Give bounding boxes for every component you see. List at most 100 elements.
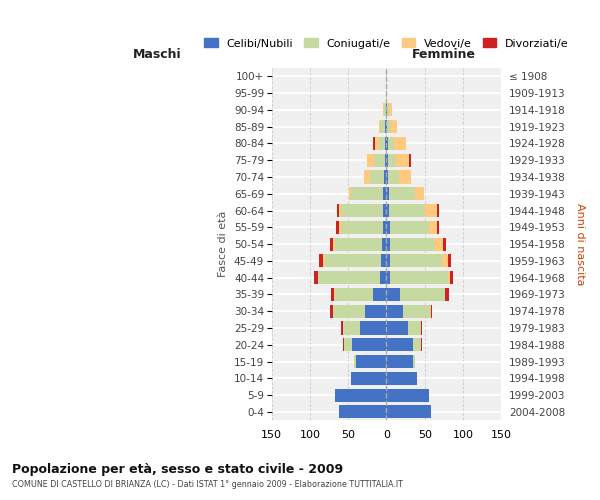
Bar (389, 204, 425, 217)
Bar (349, 187, 352, 200)
Bar (386, 238, 389, 250)
Bar (341, 221, 383, 234)
Bar (389, 221, 430, 234)
Bar (399, 170, 411, 183)
Bar (337, 204, 339, 217)
Bar (386, 86, 387, 100)
Bar (445, 288, 449, 301)
Bar (408, 322, 421, 334)
Bar (381, 254, 386, 268)
Bar (386, 254, 391, 268)
Bar (389, 104, 392, 117)
Bar (403, 304, 430, 318)
Bar (413, 338, 421, 351)
Legend: Celibi/Nubili, Coniugati/e, Vedovi/e, Divorziati/e: Celibi/Nubili, Coniugati/e, Vedovi/e, Di… (205, 38, 569, 48)
Bar (379, 137, 385, 150)
Bar (384, 104, 386, 117)
Bar (391, 120, 397, 133)
Bar (380, 120, 385, 133)
Bar (319, 254, 323, 268)
Bar (430, 221, 437, 234)
Bar (383, 104, 384, 117)
Bar (386, 304, 403, 318)
Bar (386, 338, 413, 351)
Bar (388, 137, 394, 150)
Bar (430, 304, 431, 318)
Text: Popolazione per età, sesso e stato civile - 2009: Popolazione per età, sesso e stato civil… (12, 462, 343, 475)
Bar (341, 204, 383, 217)
Bar (385, 137, 386, 150)
Bar (421, 338, 422, 351)
Bar (335, 238, 382, 250)
Bar (330, 238, 333, 250)
Bar (375, 137, 379, 150)
Bar (382, 238, 386, 250)
Bar (395, 154, 409, 167)
Bar (383, 204, 386, 217)
Bar (330, 304, 333, 318)
Bar (374, 154, 385, 167)
Bar (325, 254, 381, 268)
Bar (333, 304, 365, 318)
Bar (339, 406, 386, 418)
Bar (343, 338, 344, 351)
Bar (334, 288, 335, 301)
Bar (386, 137, 388, 150)
Bar (386, 104, 387, 117)
Bar (355, 355, 356, 368)
Bar (409, 154, 411, 167)
Bar (443, 238, 446, 250)
Bar (448, 254, 451, 268)
Bar (394, 137, 406, 150)
Bar (317, 271, 319, 284)
Bar (356, 355, 386, 368)
Bar (386, 322, 408, 334)
Bar (386, 355, 413, 368)
Bar (388, 170, 399, 183)
Bar (415, 187, 424, 200)
Text: Maschi: Maschi (133, 48, 181, 61)
Bar (389, 187, 415, 200)
Bar (335, 388, 386, 402)
Bar (352, 338, 386, 351)
Y-axis label: Anni di nascita: Anni di nascita (575, 203, 585, 285)
Bar (367, 154, 374, 167)
Bar (421, 322, 422, 334)
Text: COMUNE DI CASTELLO DI BRIANZA (LC) - Dati ISTAT 1° gennaio 2009 - Elaborazione T: COMUNE DI CASTELLO DI BRIANZA (LC) - Dat… (12, 480, 403, 489)
Bar (386, 170, 388, 183)
Bar (386, 187, 389, 200)
Bar (389, 238, 434, 250)
Bar (391, 254, 442, 268)
Bar (448, 271, 450, 284)
Bar (450, 271, 453, 284)
Bar (437, 221, 439, 234)
Bar (336, 221, 339, 234)
Bar (323, 254, 325, 268)
Bar (385, 120, 386, 133)
Bar (335, 288, 373, 301)
Bar (386, 406, 431, 418)
Bar (360, 322, 386, 334)
Bar (400, 288, 445, 301)
Bar (380, 271, 386, 284)
Bar (383, 187, 386, 200)
Bar (383, 221, 386, 234)
Bar (434, 238, 443, 250)
Bar (386, 154, 388, 167)
Bar (431, 304, 433, 318)
Bar (386, 372, 417, 385)
Bar (331, 288, 334, 301)
Bar (319, 271, 380, 284)
Bar (370, 170, 384, 183)
Bar (339, 204, 341, 217)
Bar (413, 355, 415, 368)
Bar (386, 70, 387, 83)
Bar (442, 254, 448, 268)
Bar (379, 120, 380, 133)
Bar (385, 154, 386, 167)
Bar (386, 221, 389, 234)
Bar (384, 170, 386, 183)
Bar (352, 372, 386, 385)
Bar (386, 388, 428, 402)
Bar (386, 271, 391, 284)
